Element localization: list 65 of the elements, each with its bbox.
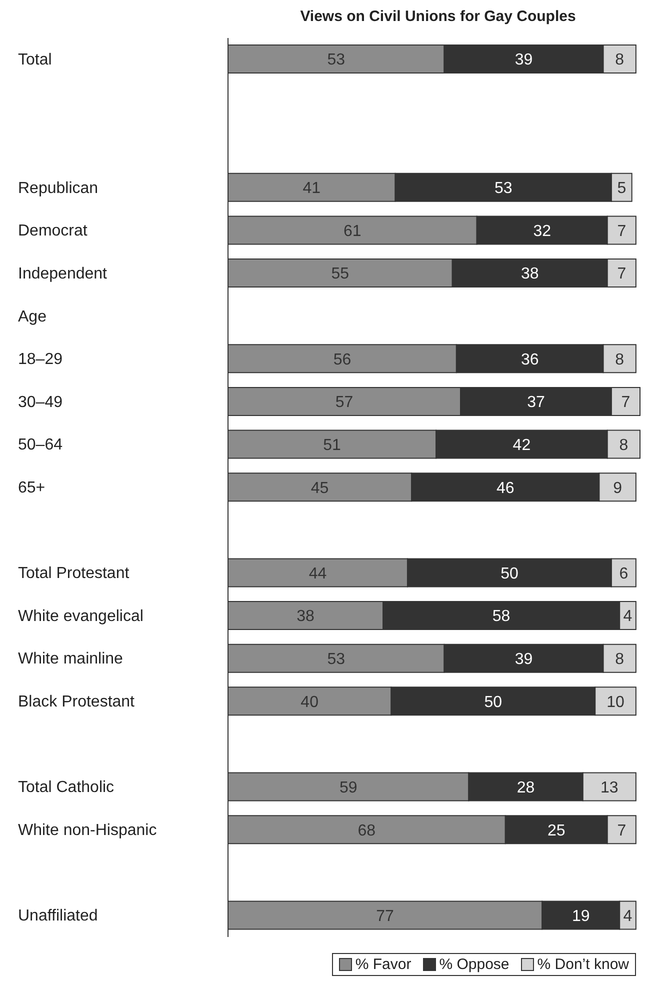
data-label: 8 — [619, 436, 628, 454]
data-label: 7 — [617, 822, 626, 840]
data-label: 58 — [492, 608, 510, 626]
data-label: 46 — [496, 480, 514, 497]
y-tick-label: Republican — [18, 180, 98, 197]
y-tick-label: 30–49 — [18, 394, 63, 411]
data-label: 51 — [323, 436, 342, 454]
data-label: 36 — [520, 351, 539, 368]
data-label: 77 — [376, 908, 394, 925]
data-label: 8 — [615, 651, 624, 668]
data-label: 53 — [327, 52, 346, 69]
data-label: 37 — [527, 394, 545, 412]
y-tick-label: Unaffiliated — [18, 908, 98, 925]
data-label: 13 — [600, 779, 618, 796]
data-label: 8 — [615, 351, 624, 368]
data-label: 38 — [520, 266, 539, 283]
data-label: 25 — [547, 822, 566, 840]
y-tick-label: Total — [18, 51, 52, 68]
data-label: 32 — [533, 222, 552, 240]
data-label: 59 — [339, 779, 358, 796]
data-label: 7 — [617, 266, 626, 283]
data-label: 68 — [358, 822, 376, 840]
data-label: 4 — [623, 608, 632, 626]
y-tick-label: Black Protestant — [18, 694, 136, 711]
data-label: 39 — [514, 651, 533, 668]
data-label: 53 — [327, 651, 346, 668]
data-label: 53 — [494, 180, 512, 198]
data-label: 50 — [500, 565, 518, 582]
data-label: 45 — [310, 480, 329, 497]
data-label: 9 — [613, 480, 622, 497]
data-label: 8 — [615, 52, 624, 69]
legend-label: % Don’t know — [536, 956, 629, 973]
y-tick-label: Total Protestant — [18, 565, 130, 582]
y-tick-label: 50–64 — [18, 436, 63, 454]
y-tick-label: White evangelical — [18, 608, 144, 625]
data-label: 42 — [512, 436, 531, 454]
data-label: 7 — [617, 222, 626, 240]
data-label: 44 — [308, 565, 327, 582]
data-label: 56 — [333, 351, 352, 368]
y-tick-label: Democrat — [18, 222, 88, 240]
data-label: 61 — [344, 222, 362, 240]
legend-label: % Favor — [354, 956, 412, 973]
y-tick-label: White non-Hispanic — [18, 822, 157, 839]
data-label: 28 — [516, 779, 535, 796]
data-label: 4 — [623, 908, 632, 925]
data-label: 38 — [296, 608, 315, 626]
data-label: 50 — [484, 694, 502, 711]
data-label: 57 — [335, 394, 354, 412]
y-tick-label: Independent — [18, 265, 108, 282]
data-label: 6 — [619, 565, 628, 582]
y-tick-label: White mainline — [18, 650, 124, 668]
data-label: 7 — [621, 394, 630, 412]
data-label: 41 — [302, 180, 321, 198]
y-tick-label: 18–29 — [18, 351, 63, 368]
data-label: 19 — [572, 908, 590, 925]
y-tick-label: Age — [18, 308, 47, 326]
data-label: 40 — [300, 694, 319, 711]
y-tick-label: 65+ — [18, 480, 46, 496]
data-label: 55 — [331, 266, 350, 283]
chart-title: Views on Civil Unions for Gay Couples — [299, 8, 577, 27]
data-label: 39 — [514, 52, 533, 69]
data-label: 10 — [606, 694, 625, 711]
data-label: 5 — [617, 180, 626, 198]
legend-label: % Oppose — [438, 956, 510, 973]
y-tick-label: Total Catholic — [18, 779, 114, 796]
